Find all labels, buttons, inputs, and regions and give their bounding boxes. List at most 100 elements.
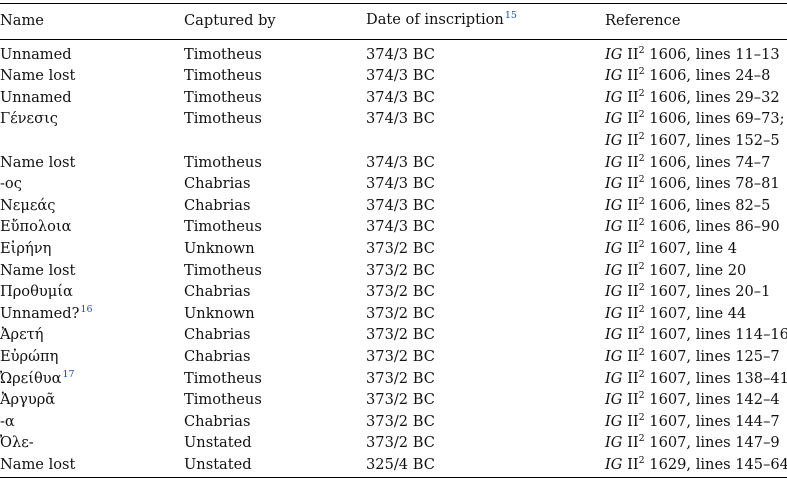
table-row: IG II2 1607, lines 152–5 <box>0 131 787 153</box>
table-body: Unnamed Timotheus 374/3 BC IG II2 1606, lin… <box>0 39 787 478</box>
ref-lines: 1606, lines 69–73; <box>649 110 785 128</box>
ship-name: Εὔπολοια <box>0 218 72 236</box>
table-row: Ἀργυρᾶ Timotheus 373/2 BC IG II2 1607, line… <box>0 390 787 412</box>
ship-name: Ὀλε- <box>0 434 34 452</box>
captured-ships-table: Name Captured by Date of inscription15 R… <box>0 3 787 478</box>
ref-series: II <box>627 283 639 301</box>
cell-date: 373/2 BC <box>366 347 435 365</box>
cell-date: 373/2 BC <box>366 369 435 387</box>
ref-corpus: IG <box>605 218 623 236</box>
ref-corpus: IG <box>605 196 623 214</box>
cell-date <box>366 131 605 153</box>
ship-name: Γένεσις <box>0 110 58 128</box>
ref-corpus: IG <box>605 347 623 365</box>
cell-name: Ἀργυρᾶ <box>0 390 184 412</box>
cell-reference: IG II2 1607, lines 20–1 <box>605 282 787 304</box>
ref-series: II <box>627 131 639 149</box>
cell-reference: IG II2 1607, lines 142–4 <box>605 390 787 412</box>
ref-edition: 2 <box>638 174 645 186</box>
footnote-link[interactable]: 17 <box>62 368 75 380</box>
cell-captured-by: Timotheus <box>184 88 262 106</box>
ship-name: Name lost <box>0 261 76 279</box>
cell-captured-by: Chabrias <box>184 412 251 430</box>
cell-reference: IG II2 1607, line 44 <box>605 304 787 326</box>
ref-edition: 2 <box>638 433 645 445</box>
ref-lines: 1606, lines 29–32 <box>649 88 780 106</box>
table-row: Εὔπολοια Timotheus 374/3 BC IG II2 1606, li… <box>0 217 787 239</box>
cell-captured-by: Chabrias <box>184 196 251 214</box>
cell-name: Ὠρείθυα17 <box>0 369 184 391</box>
ref-corpus: IG <box>605 67 623 85</box>
ref-corpus: IG <box>605 434 623 452</box>
footnote-link[interactable]: 16 <box>80 303 93 315</box>
header-captured-by: Captured by <box>184 3 366 40</box>
ref-corpus: IG <box>605 239 623 257</box>
cell-captured-by: Timotheus <box>184 369 262 387</box>
cell-captured-by: Timotheus <box>184 261 262 279</box>
table-row: Ὀλε- Unstated 373/2 BC IG II2 1607, lines 1… <box>0 433 787 455</box>
ref-edition: 2 <box>638 325 645 337</box>
cell-captured-by: Chabrias <box>184 175 251 193</box>
ref-lines: 1606, lines 11–13 <box>649 45 780 63</box>
ref-series: II <box>627 347 639 365</box>
cell-reference: IG II2 1606, lines 78–81 <box>605 174 787 196</box>
table-row: -ος Chabrias 374/3 BC IG II2 1606, lines 78… <box>0 174 787 196</box>
ship-name: Unnamed? <box>0 304 80 322</box>
ref-edition: 2 <box>638 152 645 164</box>
header-date-label: Date of inscription <box>366 11 504 28</box>
footnote-link[interactable]: 15 <box>504 10 517 21</box>
cell-name: Νεμεάς <box>0 196 184 218</box>
ship-name: Name lost <box>0 455 76 473</box>
table-row: Ἀρετή Chabrias 373/2 BC IG II2 1607, lines … <box>0 325 787 347</box>
ref-corpus: IG <box>605 261 623 279</box>
ref-corpus: IG <box>605 326 623 344</box>
cell-reference: IG II2 1629, lines 145–64 <box>605 454 787 478</box>
cell-reference: IG II2 1606, lines 82–5 <box>605 196 787 218</box>
ref-lines: 1606, lines 82–5 <box>649 196 771 214</box>
header-captured-by-label: Captured by <box>184 12 276 29</box>
ref-series: II <box>627 412 639 430</box>
cell-captured-by: Chabrias <box>184 347 251 365</box>
ref-edition: 2 <box>638 195 645 207</box>
cell-name <box>0 131 184 153</box>
ref-edition: 2 <box>638 87 645 99</box>
cell-reference: IG II2 1607, lines 144–7 <box>605 412 787 434</box>
table-row: Unnamed Timotheus 374/3 BC IG II2 1606, lin… <box>0 39 787 66</box>
ref-series: II <box>627 67 639 85</box>
cell-reference: IG II2 1606, lines 86–90 <box>605 217 787 239</box>
cell-date: 373/2 BC <box>366 261 435 279</box>
ref-lines: 1606, lines 78–81 <box>649 175 780 193</box>
ref-series: II <box>627 175 639 193</box>
ref-edition: 2 <box>638 303 645 315</box>
cell-name: Προθυμία <box>0 282 184 304</box>
table-row: Name lost Timotheus 374/3 BC IG II2 1606, l… <box>0 66 787 88</box>
header-row: Name Captured by Date of inscription15 R… <box>0 3 787 40</box>
table-row: Εὐρώπη Chabrias 373/2 BC IG II2 1607, lines… <box>0 347 787 369</box>
cell-captured-by: Unknown <box>184 239 255 257</box>
ref-lines: 1607, line 20 <box>649 261 747 279</box>
header-name-label: Name <box>0 12 44 29</box>
cell-name: Γένεσις <box>0 109 184 131</box>
cell-name: Name lost <box>0 454 184 478</box>
ship-name: Unnamed <box>0 45 72 63</box>
document-page: Name Captured by Date of inscription15 R… <box>0 3 787 478</box>
header-date: Date of inscription15 <box>366 3 605 40</box>
cell-name: Name lost <box>0 66 184 88</box>
ref-edition: 2 <box>638 390 645 402</box>
cell-date: 374/3 BC <box>366 67 435 85</box>
ref-corpus: IG <box>605 131 623 149</box>
ship-name: Προθυμία <box>0 283 73 301</box>
cell-date: 325/4 BC <box>366 454 605 478</box>
ref-edition: 2 <box>638 454 645 466</box>
ref-corpus: IG <box>605 283 623 301</box>
cell-captured-by: Unknown <box>184 304 255 322</box>
cell-captured-by: Unstated <box>184 454 366 478</box>
ref-edition: 2 <box>638 260 645 272</box>
ref-lines: 1606, lines 24–8 <box>649 67 771 85</box>
ref-corpus: IG <box>605 412 623 430</box>
ref-lines: 1607, lines 138–41 <box>649 369 787 387</box>
ref-corpus: IG <box>605 391 623 409</box>
ref-lines: 1607, lines 20–1 <box>649 283 771 301</box>
cell-name: Ἀρετή <box>0 325 184 347</box>
cell-date: 374/3 BC <box>366 153 435 171</box>
